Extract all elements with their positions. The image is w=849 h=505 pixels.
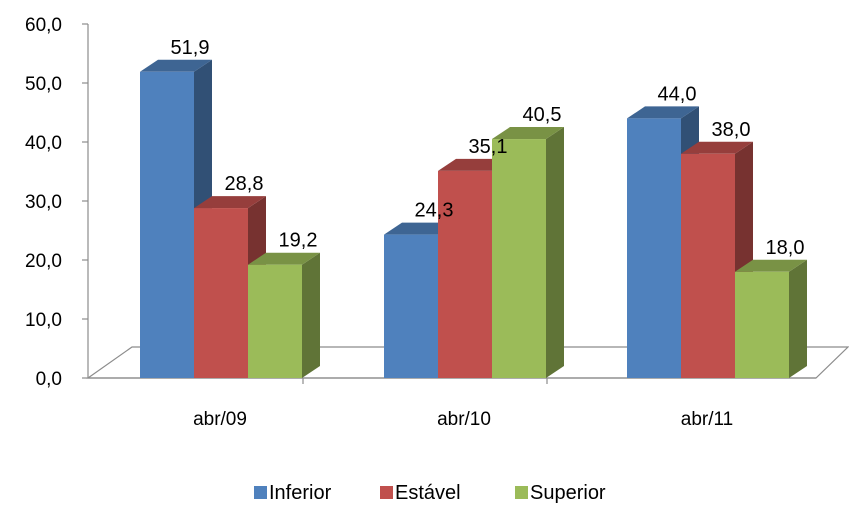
bar <box>248 252 320 378</box>
legend-item: Inferior <box>254 482 332 504</box>
bar-front <box>140 71 194 378</box>
y-tick-label: 20,0 <box>25 251 62 272</box>
legend-item: Estável <box>380 482 461 504</box>
data-label: 24,3 <box>415 200 454 222</box>
legend-label: Inferior <box>269 482 332 504</box>
chart-bars <box>140 59 807 379</box>
bar-front <box>194 208 248 378</box>
data-label: 38,0 <box>712 119 751 141</box>
category-label: abr/09 <box>193 409 247 430</box>
category-label: abr/10 <box>437 409 491 430</box>
legend-label: Superior <box>530 482 606 504</box>
bar-front <box>248 264 302 378</box>
bar-side <box>546 127 564 378</box>
bar-top <box>735 259 807 272</box>
chart-data-labels: 51,9 28,8 19,2 24,3 35,1 40,5 44,0 38,0 18,0 <box>171 37 805 259</box>
data-label: 40,5 <box>523 104 562 126</box>
bar <box>492 127 564 378</box>
bar-top <box>492 127 564 140</box>
y-tick-label: 40,0 <box>25 133 62 154</box>
data-label: 19,2 <box>279 230 318 252</box>
data-label: 35,1 <box>469 136 508 158</box>
data-label: 51,9 <box>171 37 210 59</box>
y-tick-label: 10,0 <box>25 310 62 331</box>
legend-label: Estável <box>395 482 461 504</box>
bar-front <box>438 170 492 378</box>
legend-item: Superior <box>515 482 606 504</box>
bar-top <box>681 141 753 154</box>
bar-front <box>735 271 789 378</box>
bar-top <box>248 252 320 265</box>
bar <box>735 259 807 378</box>
data-label: 18,0 <box>766 237 805 259</box>
data-label: 44,0 <box>658 83 697 105</box>
category-label: abr/11 <box>681 409 733 430</box>
legend-swatch <box>515 486 528 499</box>
chart-legend: Inferior Estável Superior <box>254 482 606 504</box>
legend-swatch <box>380 486 393 499</box>
legend-swatch <box>254 486 267 499</box>
bar-side <box>302 252 320 378</box>
data-label: 28,8 <box>225 173 264 195</box>
bar-top <box>140 59 212 72</box>
chart-axes: 0,0 10,0 20,0 30,0 40,0 50,0 60,0 abr/09 abr/10 a… <box>25 15 816 430</box>
bar-top <box>627 106 699 119</box>
bar-front <box>681 153 735 378</box>
y-tick-label: 30,0 <box>25 192 62 213</box>
y-tick-label: 60,0 <box>25 15 62 36</box>
bar-front <box>627 118 681 379</box>
bar-top <box>194 196 266 209</box>
y-tick-label: 50,0 <box>25 74 62 95</box>
bar-front <box>492 139 546 378</box>
y-tick-label: 0,0 <box>36 369 62 390</box>
bar-side <box>789 259 807 378</box>
bar-front <box>384 234 438 378</box>
